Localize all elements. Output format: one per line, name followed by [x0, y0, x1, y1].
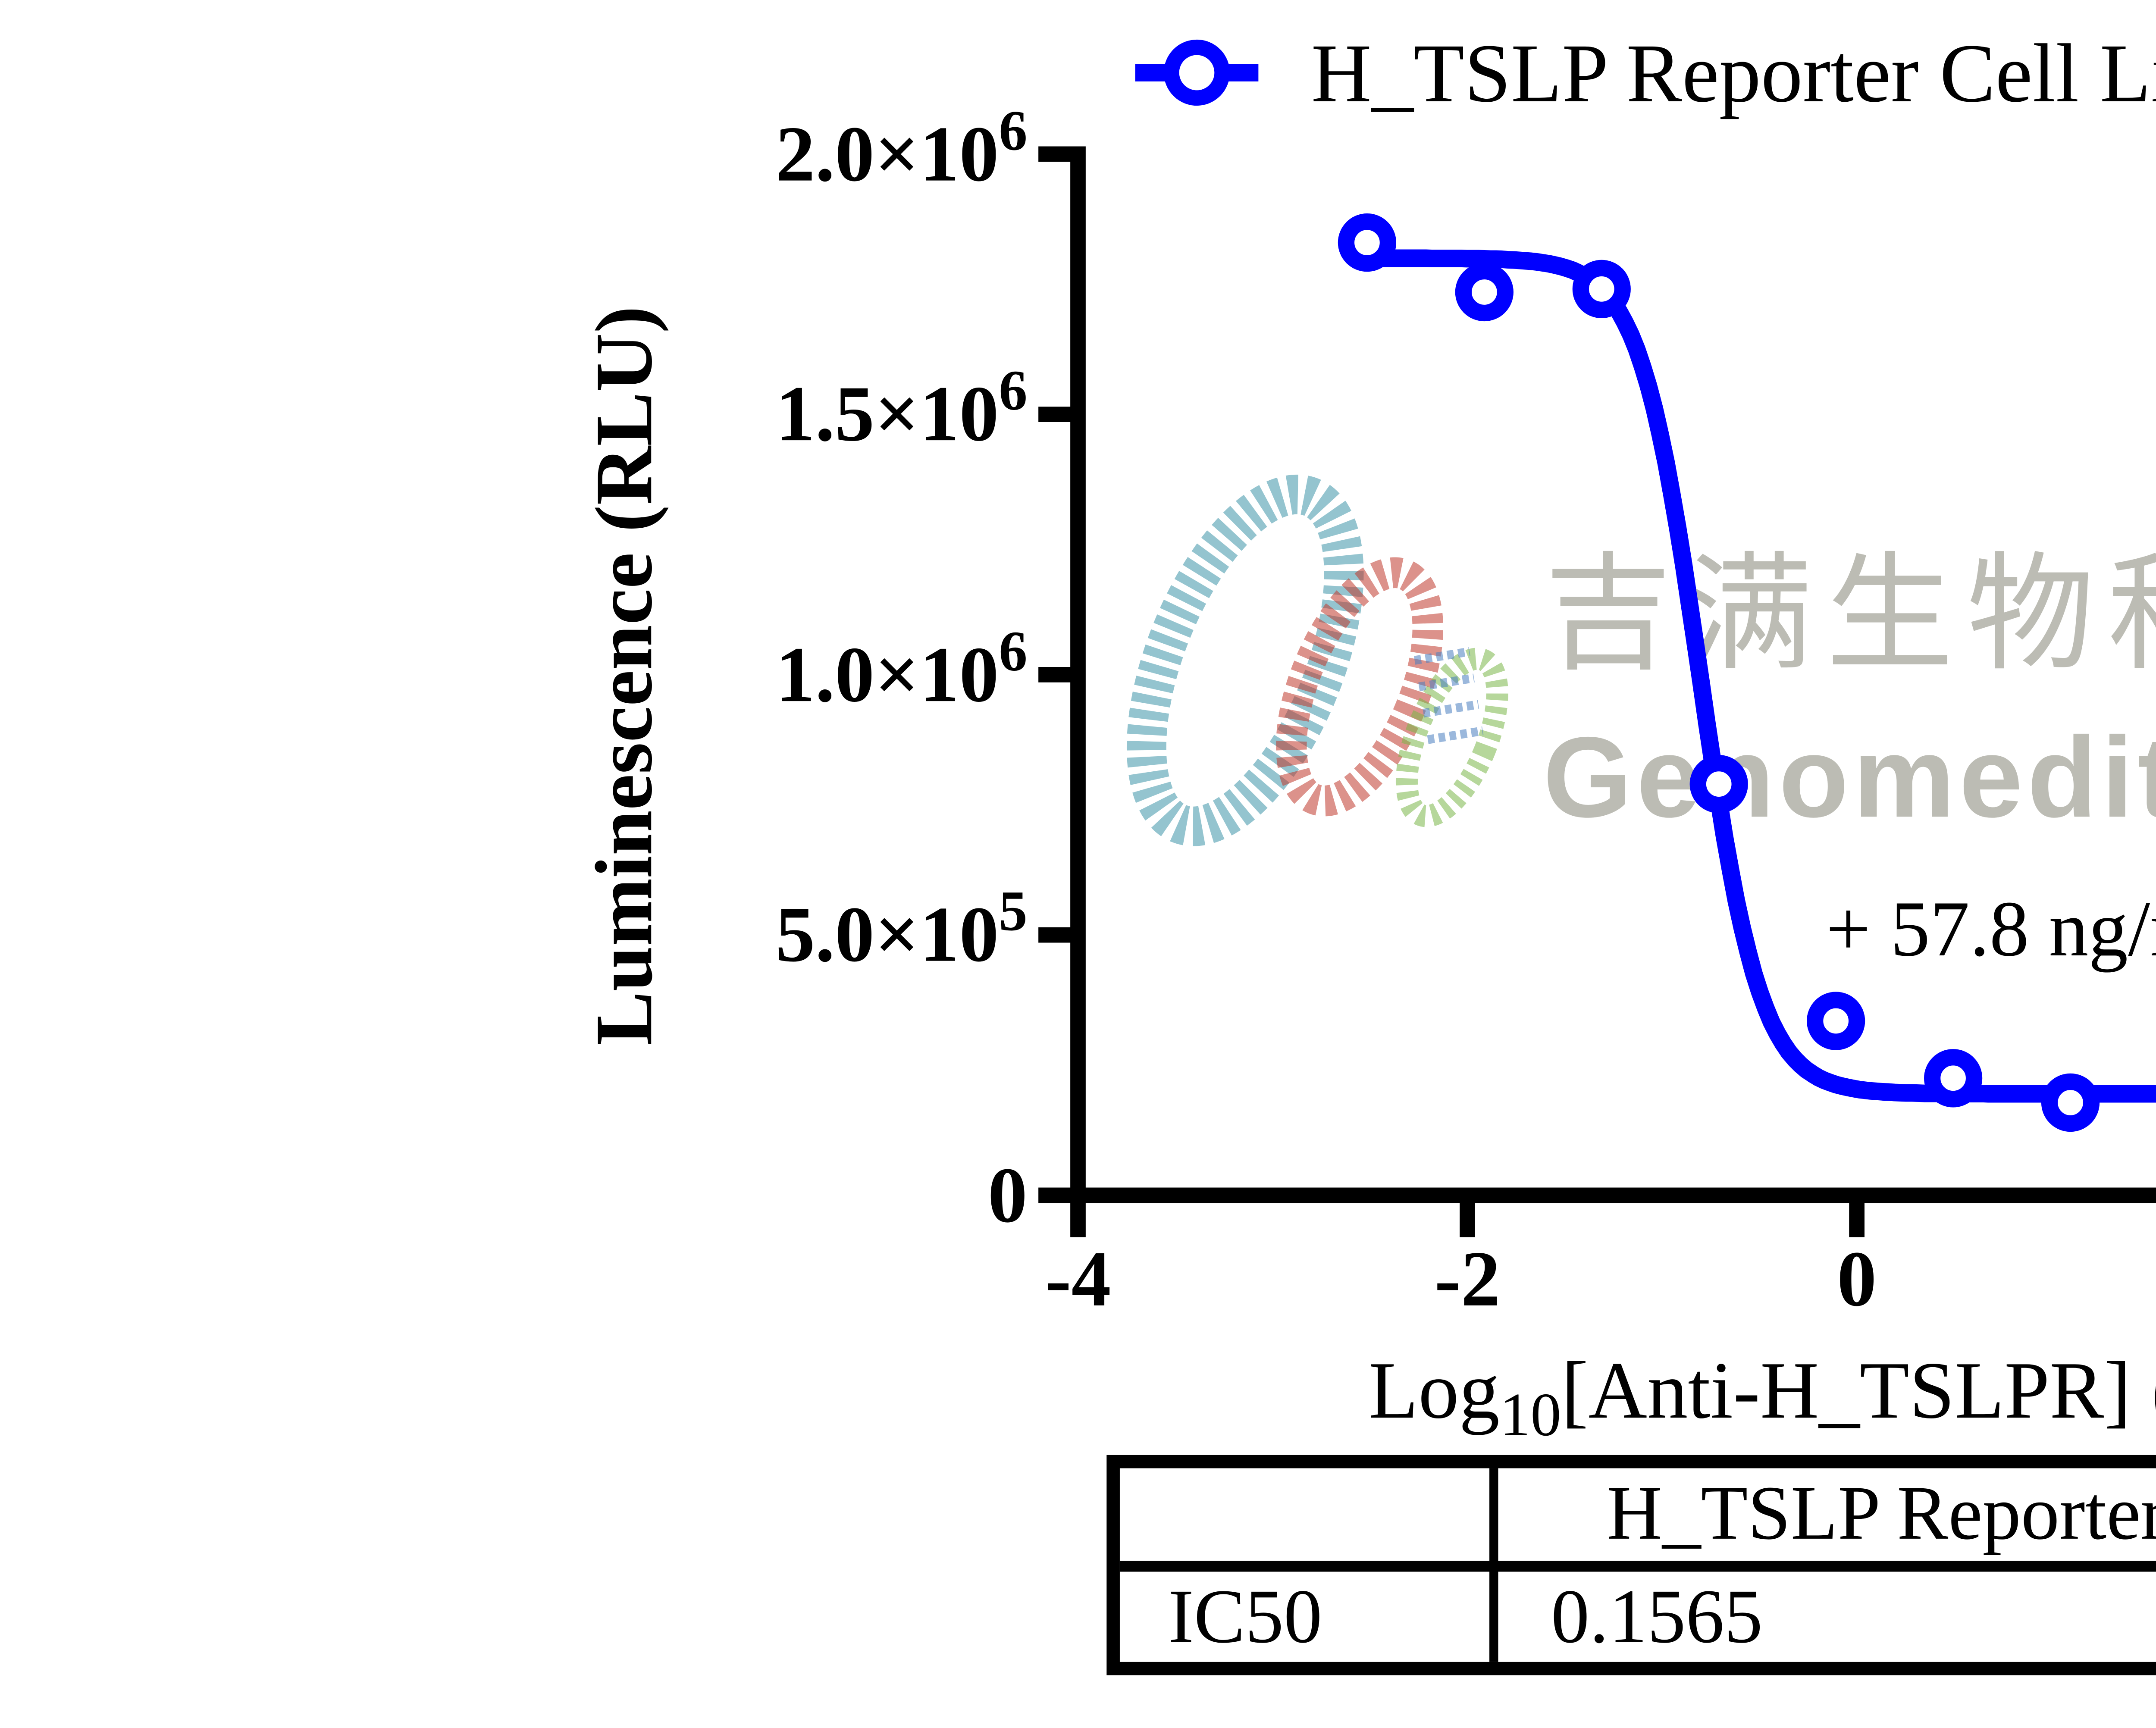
- y-axis-tick-labels: 2.0×106 1.5×106 1.0×106 5.0×105 0: [775, 99, 1027, 1239]
- data-point: [1455, 263, 1514, 322]
- data-point: [1807, 992, 1865, 1050]
- legend-label: H_TSLP Reporter Cell Line: [1311, 27, 2156, 119]
- data-point: [1689, 755, 1748, 814]
- table-column-header: H_TSLP Reporter Cell Line: [1498, 1468, 2156, 1572]
- data-points: [1338, 213, 2100, 1132]
- table-ic50-value: 0.1565: [1551, 1573, 1763, 1659]
- data-point: [1924, 1049, 1983, 1108]
- x-axis-tick-labels: -4 -2 0 2 4: [1045, 1235, 1877, 1323]
- logo-teal-swirl: [1126, 474, 1364, 846]
- genomeditech-logo: [1126, 474, 1508, 846]
- ytick-1p5e6: 1.5×106: [775, 359, 1027, 458]
- xtick-neg2: -2: [1435, 1235, 1501, 1323]
- ytick-2e6: 2.0×106: [775, 99, 1027, 198]
- logo-red-swirl: [1276, 557, 1444, 817]
- xtick-0: 0: [1837, 1235, 1877, 1323]
- xtick-neg4: -4: [1045, 1235, 1111, 1323]
- ic50-table: H_TSLP Reporter Cell Line IC50 0.1565: [1106, 1455, 2156, 1675]
- watermark-cn-text: 吉满生物科技: [1545, 540, 2156, 689]
- data-point: [1338, 213, 1397, 272]
- fit-curve: [1358, 249, 2156, 1103]
- logo-dna-icon: [1413, 647, 1484, 744]
- table-row-label: IC50: [1120, 1571, 1498, 1662]
- tslp-annotation: + 57.8 ng/mL Human TSLP: [1826, 885, 2156, 973]
- legend: H_TSLP Reporter Cell Line: [1135, 27, 2156, 119]
- legend-marker-icon: [1163, 39, 1230, 106]
- data-point: [1572, 260, 1631, 319]
- data-point: [2041, 1073, 2100, 1132]
- watermark-en-text: Genomeditech: [1543, 714, 2156, 841]
- x-axis-ticks: [1070, 1195, 1865, 1237]
- logo-green-swirl: [1395, 648, 1508, 827]
- ytick-5e5: 5.0×105: [775, 879, 1027, 978]
- y-axis-title: Luminescence (RLU): [579, 306, 669, 1046]
- ytick-1e6: 1.0×106: [775, 620, 1027, 719]
- ytick-0: 0: [988, 1151, 1028, 1239]
- y-axis-ticks: [1038, 146, 1076, 1203]
- x-axis-title: Log10[Anti-H_TSLPR] (nM): [1369, 1345, 2156, 1449]
- table-corner-cell: [1119, 1468, 1498, 1572]
